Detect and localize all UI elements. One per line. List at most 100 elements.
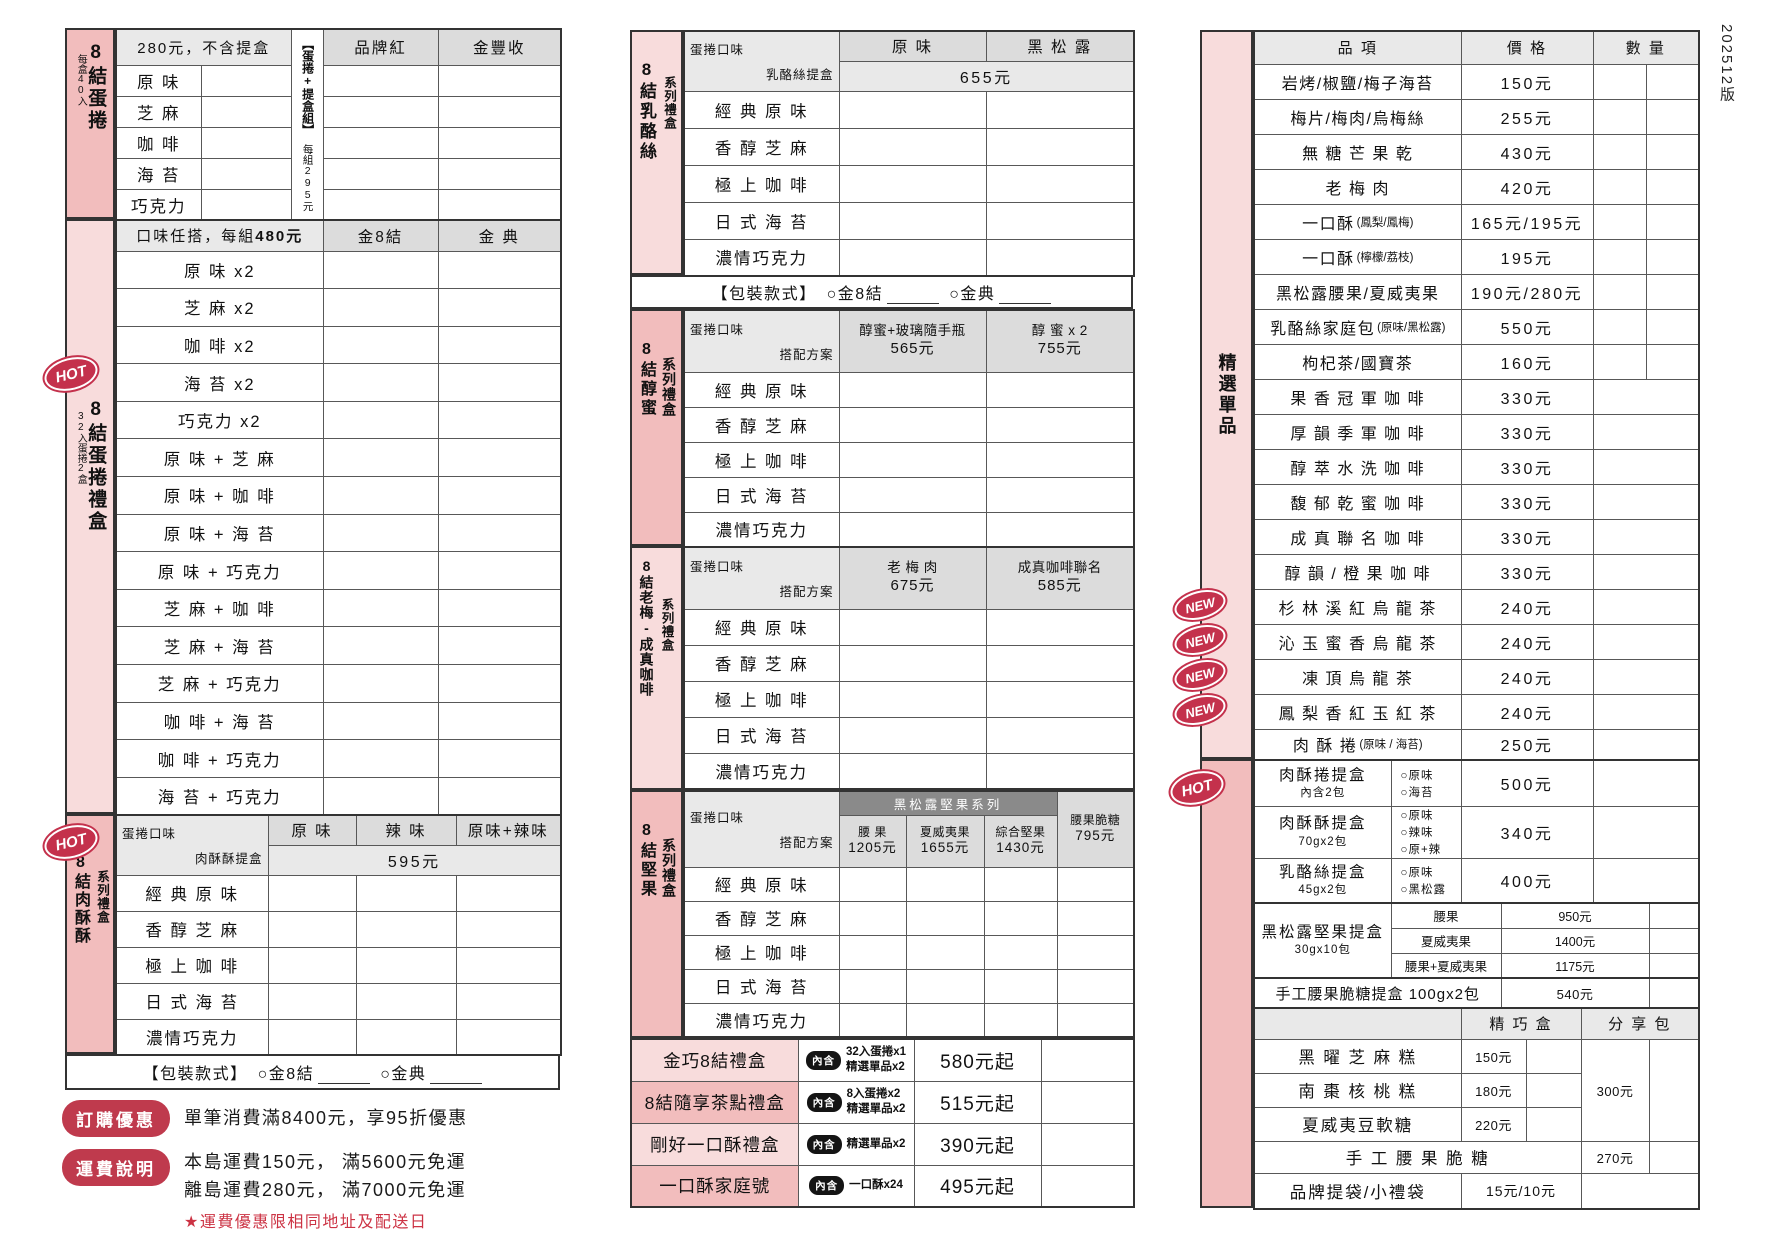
qty-cell[interactable] xyxy=(1592,238,1647,275)
qty-cell[interactable] xyxy=(1592,588,1700,625)
qty-cell[interactable] xyxy=(1592,448,1700,485)
order-entry-cell[interactable] xyxy=(985,201,1135,240)
order-entry-cell[interactable] xyxy=(267,1018,357,1056)
qty-cell[interactable] xyxy=(1592,623,1700,660)
order-entry-cell[interactable] xyxy=(838,90,987,129)
order-entry-cell[interactable] xyxy=(838,371,987,408)
qty-cell[interactable] xyxy=(1645,273,1700,310)
order-entry-cell[interactable] xyxy=(985,608,1135,646)
order-entry-cell[interactable] xyxy=(455,1018,562,1056)
order-entry-cell[interactable] xyxy=(322,513,439,553)
packaging-option-golden[interactable]: ○金典 xyxy=(949,280,1052,304)
order-entry-cell[interactable] xyxy=(322,288,439,327)
order-entry-cell[interactable] xyxy=(838,866,907,902)
flavor-option[interactable]: ○海苔 xyxy=(1400,786,1434,799)
qty-cell[interactable] xyxy=(1592,273,1647,310)
order-entry-cell[interactable] xyxy=(322,158,439,191)
qty-cell[interactable] xyxy=(1525,1106,1582,1142)
qty-cell[interactable] xyxy=(1592,857,1700,904)
qty-cell[interactable] xyxy=(1645,63,1700,100)
fill-in-blank[interactable] xyxy=(318,1069,371,1084)
order-entry-cell[interactable] xyxy=(322,701,439,741)
qty-cell[interactable] xyxy=(1645,308,1700,345)
order-entry-cell[interactable] xyxy=(437,189,562,222)
order-entry-cell[interactable] xyxy=(322,400,439,440)
order-entry-cell[interactable] xyxy=(322,776,439,816)
order-entry-cell[interactable] xyxy=(437,325,562,365)
order-entry-cell[interactable] xyxy=(1040,1122,1135,1166)
qty-cell[interactable] xyxy=(1525,1072,1582,1108)
qty-cell[interactable] xyxy=(1592,63,1647,100)
order-entry-cell[interactable] xyxy=(838,934,907,970)
qty-cell[interactable] xyxy=(1645,98,1700,135)
qty-cell[interactable] xyxy=(1645,343,1700,380)
order-entry-cell[interactable] xyxy=(437,64,562,97)
order-entry-cell[interactable] xyxy=(267,982,357,1020)
order-entry-cell[interactable] xyxy=(1056,866,1135,902)
order-entry-cell[interactable] xyxy=(437,250,562,290)
order-entry-cell[interactable] xyxy=(322,363,439,402)
packaging-option-gold8[interactable]: ○金8結 xyxy=(258,1060,371,1084)
flavor-option[interactable]: ○原味 xyxy=(1400,810,1434,822)
order-entry-cell[interactable] xyxy=(1056,934,1135,970)
packaging-option-gold8[interactable]: ○金8結 xyxy=(827,280,940,304)
order-entry-cell[interactable] xyxy=(455,982,562,1020)
order-entry-cell[interactable] xyxy=(200,126,292,160)
order-entry-cell[interactable] xyxy=(322,664,439,703)
order-entry-cell[interactable] xyxy=(838,164,987,203)
order-entry-cell[interactable] xyxy=(838,1002,907,1038)
flavor-option[interactable]: ○辣味 xyxy=(1400,827,1434,839)
order-entry-cell[interactable] xyxy=(985,127,1135,166)
order-entry-cell[interactable] xyxy=(322,64,439,97)
order-entry-cell[interactable] xyxy=(838,511,987,548)
order-entry-cell[interactable] xyxy=(267,946,357,984)
order-entry-cell[interactable] xyxy=(267,910,357,948)
order-entry-cell[interactable] xyxy=(983,900,1058,936)
order-entry-cell[interactable] xyxy=(1056,1002,1135,1038)
order-entry-cell[interactable] xyxy=(1056,900,1135,936)
order-entry-cell[interactable] xyxy=(455,910,562,948)
order-entry-cell[interactable] xyxy=(838,608,987,646)
qty-cell[interactable] xyxy=(1648,902,1700,929)
qty-cell[interactable] xyxy=(1645,203,1700,240)
order-entry-cell[interactable] xyxy=(437,551,562,590)
order-entry-cell[interactable] xyxy=(322,739,439,778)
qty-cell[interactable] xyxy=(1592,203,1647,240)
fill-in-blank[interactable] xyxy=(430,1069,483,1084)
order-entry-cell[interactable] xyxy=(838,406,987,443)
flavor-option[interactable]: ○原+辣 xyxy=(1400,844,1442,856)
qty-cell[interactable] xyxy=(1592,378,1700,415)
qty-cell[interactable] xyxy=(1592,759,1700,807)
order-entry-cell[interactable] xyxy=(985,238,1135,277)
qty-cell[interactable] xyxy=(1592,133,1647,170)
order-entry-cell[interactable] xyxy=(437,158,562,191)
flavor-option[interactable]: ○黑松露 xyxy=(1400,883,1446,896)
order-entry-cell[interactable] xyxy=(983,968,1058,1004)
order-entry-cell[interactable] xyxy=(985,716,1135,754)
order-entry-cell[interactable] xyxy=(437,513,562,553)
order-entry-cell[interactable] xyxy=(838,238,987,277)
order-entry-cell[interactable] xyxy=(322,126,439,160)
order-entry-cell[interactable] xyxy=(437,776,562,816)
order-entry-cell[interactable] xyxy=(322,325,439,365)
qty-cell[interactable] xyxy=(1592,658,1700,695)
order-entry-cell[interactable] xyxy=(905,900,985,936)
order-entry-cell[interactable] xyxy=(985,441,1135,478)
qty-cell[interactable] xyxy=(1592,168,1647,205)
order-entry-cell[interactable] xyxy=(838,476,987,513)
order-entry-cell[interactable] xyxy=(437,126,562,160)
order-entry-cell[interactable] xyxy=(200,158,292,191)
order-entry-cell[interactable] xyxy=(322,588,439,628)
order-entry-cell[interactable] xyxy=(985,164,1135,203)
order-entry-cell[interactable] xyxy=(355,874,457,912)
qty-cell[interactable] xyxy=(1592,728,1700,761)
order-entry-cell[interactable] xyxy=(905,968,985,1004)
order-entry-cell[interactable] xyxy=(1040,1164,1135,1208)
order-entry-cell[interactable] xyxy=(322,95,439,128)
order-entry-cell[interactable] xyxy=(838,900,907,936)
qty-cell[interactable] xyxy=(1592,805,1700,859)
qty-cell[interactable] xyxy=(1648,1140,1700,1174)
order-entry-cell[interactable] xyxy=(455,946,562,984)
order-entry-cell[interactable] xyxy=(985,476,1135,513)
qty-cell[interactable] xyxy=(1580,1172,1700,1210)
